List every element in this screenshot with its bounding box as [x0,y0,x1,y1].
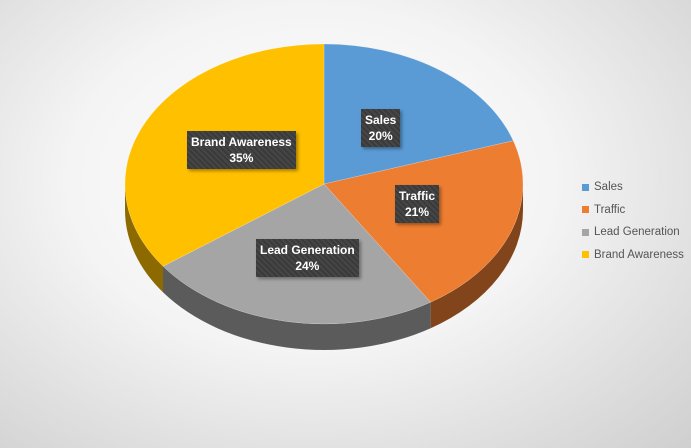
legend: Sales Traffic Lead Generation Brand Awar… [582,176,684,266]
pie-slice-sales [323,43,514,185]
legend-label-sales: Sales [594,181,623,194]
data-label-sales: Sales 20% [361,109,401,147]
legend-swatch-sales [582,183,589,191]
legend-swatch-brand-awareness [582,251,589,259]
data-label-sales-category: Sales [365,113,397,127]
legend-label-lead-generation: Lead Generation [594,226,680,239]
legend-label-traffic: Traffic [594,203,626,216]
legend-item-lead-generation: Lead Generation [582,221,684,244]
pie-side-lead-generation [163,266,431,350]
legend-item-sales: Sales [582,176,684,199]
data-label-brand-awareness: Brand Awareness 35% [187,131,296,169]
data-label-sales-percent: 20% [368,129,393,143]
data-label-lead-generation-percent: 24% [295,259,320,273]
data-label-lead-generation: Lead Generation 24% [256,239,359,277]
legend-swatch-lead-generation [582,228,589,236]
legend-label-brand-awareness: Brand Awareness [594,248,684,261]
data-label-traffic-percent: 21% [404,205,430,219]
data-label-lead-generation-category: Lead Generation [260,243,355,257]
data-label-traffic-category: Traffic [399,189,436,203]
legend-item-traffic: Traffic [582,199,684,222]
pie-side-traffic [430,184,523,329]
data-label-brand-awareness-category: Brand Awareness [191,135,292,149]
data-label-brand-awareness-percent: 35% [229,151,254,165]
legend-swatch-traffic [582,206,589,214]
data-label-traffic: Traffic 21% [395,185,440,223]
legend-item-brand-awareness: Brand Awareness [582,244,684,267]
pie-side-brand-awareness [125,184,164,293]
